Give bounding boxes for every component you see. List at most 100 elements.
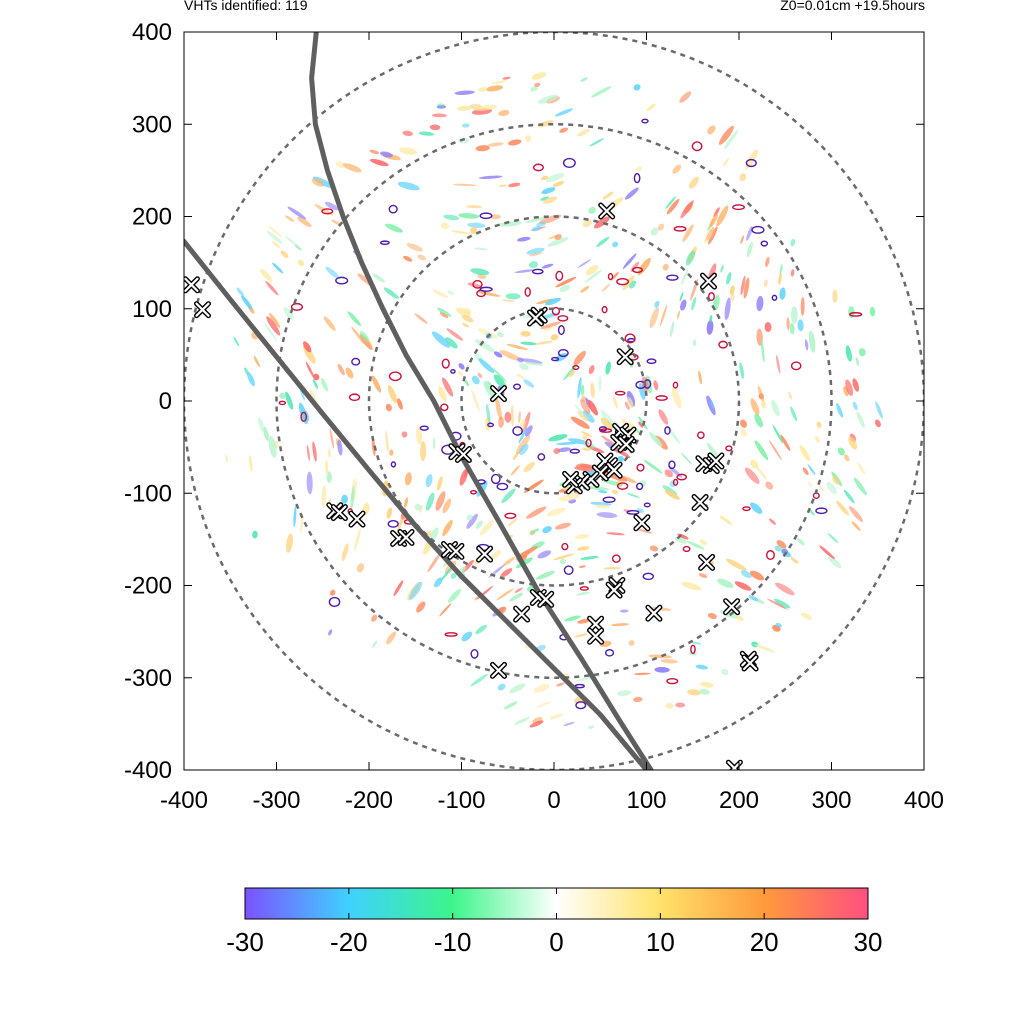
- vht-marker: [527, 309, 544, 327]
- field-speck: [520, 331, 531, 337]
- updraft-contour: [626, 510, 640, 515]
- field-speck: [699, 539, 708, 545]
- field-speck: [531, 72, 547, 80]
- field-speck: [545, 297, 561, 306]
- field-speck: [779, 264, 783, 275]
- field-speck: [580, 555, 599, 560]
- field-speck: [520, 358, 543, 364]
- field-speck: [439, 312, 449, 319]
- updraft-contour: [450, 369, 456, 374]
- field-speck: [845, 379, 854, 396]
- field-speck: [588, 206, 596, 214]
- field-speck: [736, 615, 744, 621]
- field-speck: [570, 416, 590, 429]
- field-speck: [707, 125, 716, 135]
- field-speck: [580, 399, 591, 415]
- updraft-contour: [561, 542, 569, 551]
- field-speck: [664, 489, 680, 500]
- updraft-contour: [328, 596, 341, 608]
- vht-marker: [605, 581, 623, 599]
- updraft-contour: [636, 463, 645, 472]
- field-speck: [533, 683, 550, 693]
- field-speck: [659, 304, 668, 327]
- field-speck: [706, 442, 720, 459]
- field-speck: [587, 399, 598, 416]
- field-speck: [383, 287, 399, 299]
- field-speck: [612, 241, 619, 248]
- updraft-contour: [512, 426, 523, 436]
- run-info-label: Z0=0.01cm +19.5hours: [780, 0, 925, 13]
- updraft-contour: [490, 473, 501, 485]
- field-speck: [470, 227, 478, 234]
- field-speck: [477, 372, 483, 379]
- field-speck: [478, 175, 503, 180]
- field-speck: [855, 357, 860, 366]
- field-speck: [767, 598, 788, 610]
- field-speck: [760, 400, 767, 409]
- field-speck: [790, 406, 798, 422]
- field-speck: [497, 683, 506, 691]
- updraft-contour: [633, 172, 641, 184]
- vht-marker: [562, 470, 580, 488]
- updraft-contour: [666, 677, 679, 685]
- updraft-contour: [504, 512, 517, 519]
- field-speck: [720, 265, 724, 273]
- field-speck: [598, 490, 608, 494]
- field-speck: [648, 654, 673, 659]
- field-speck: [426, 492, 435, 511]
- field-speck: [789, 322, 795, 335]
- field-speck: [856, 411, 865, 428]
- updraft-contour: [562, 157, 576, 168]
- field-speck: [266, 230, 283, 245]
- field-speck: [650, 227, 659, 236]
- field-speck: [772, 424, 784, 444]
- field-speck: [507, 518, 518, 527]
- field-speck: [252, 530, 258, 539]
- field-speck: [466, 205, 483, 209]
- updraft-contour: [790, 361, 802, 371]
- field-speck: [542, 196, 558, 204]
- field-speck: [387, 385, 398, 404]
- field-speck: [553, 553, 575, 561]
- field-speck: [709, 315, 713, 323]
- field-speck: [354, 528, 361, 551]
- updraft-contour: [672, 478, 679, 486]
- field-speck: [534, 340, 553, 345]
- field-speck: [724, 297, 731, 321]
- field-speck: [654, 300, 660, 308]
- updraft-contour: [557, 349, 569, 358]
- updraft-contour: [551, 306, 561, 316]
- field-speck: [584, 269, 603, 283]
- field-speck: [836, 500, 850, 516]
- x-tick-label: 100: [626, 787, 666, 814]
- field-speck: [385, 430, 389, 453]
- field-speck: [540, 321, 561, 329]
- field-speck: [845, 345, 852, 362]
- field-speck: [554, 108, 574, 117]
- updraft-contour: [387, 520, 399, 528]
- field-speck: [849, 506, 863, 523]
- field-speck: [688, 176, 699, 189]
- field-speck: [297, 216, 312, 228]
- field-speck: [404, 472, 412, 486]
- field-speck: [241, 295, 253, 310]
- field-speck: [664, 469, 673, 478]
- updraft-contour: [751, 225, 765, 234]
- field-speck: [554, 522, 571, 530]
- vht-marker: [587, 615, 605, 633]
- field-speck: [730, 293, 735, 301]
- field-speck: [721, 668, 729, 676]
- field-speck: [739, 419, 748, 428]
- field-speck: [826, 481, 837, 495]
- field-speck: [582, 219, 593, 228]
- field-speck: [447, 290, 455, 295]
- updraft-contour: [602, 496, 616, 503]
- updraft-contour: [563, 565, 574, 575]
- vht-marker: [645, 604, 663, 622]
- updraft-contour: [335, 276, 349, 285]
- field-speck: [260, 268, 273, 282]
- updraft-contour: [673, 225, 687, 232]
- field-speck: [563, 721, 575, 727]
- field-speck: [853, 477, 867, 496]
- field-speck: [268, 435, 277, 458]
